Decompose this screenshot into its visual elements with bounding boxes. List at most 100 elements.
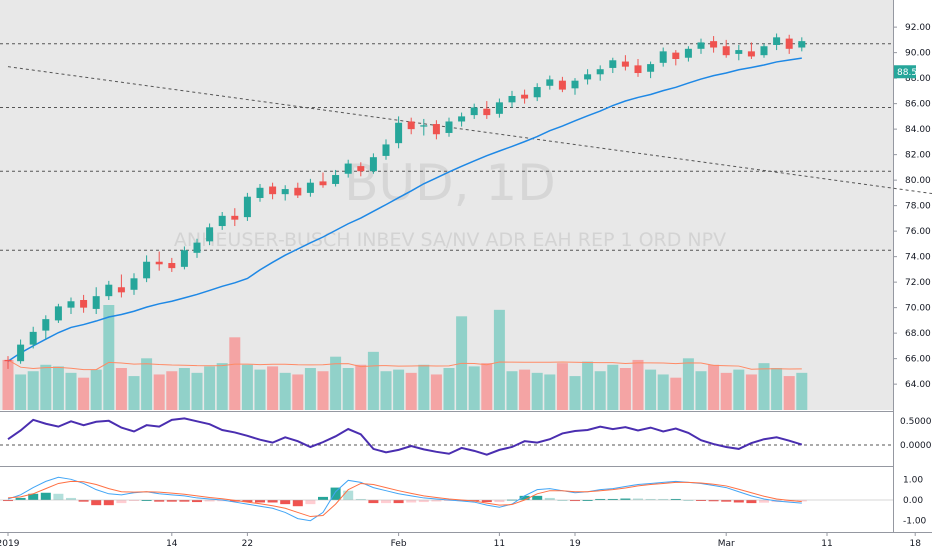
candle-body <box>584 74 592 80</box>
volume-bar <box>241 364 253 410</box>
macd-histogram-bar <box>645 498 656 500</box>
macd-tick-label: -1.00 <box>903 517 927 527</box>
macd-histogram-bar <box>3 500 13 502</box>
volume-bar <box>418 364 430 410</box>
volume-bar <box>330 356 342 410</box>
macd-histogram-bar <box>343 490 354 500</box>
time-tick-label: 18 <box>909 539 921 549</box>
candle-body <box>609 60 617 68</box>
macd-histogram-bar <box>532 495 543 500</box>
price-tick-label: 78.00 <box>905 202 931 212</box>
candle-body <box>785 38 793 49</box>
price-tick-label: 84.00 <box>905 125 931 135</box>
macd-histogram-bar <box>267 500 278 503</box>
candle-body <box>760 46 768 56</box>
volume-bar <box>670 377 682 410</box>
candle-body <box>357 166 365 172</box>
price-tick-label: 76.00 <box>905 227 931 237</box>
volume-bar <box>569 376 581 410</box>
volume-bar <box>267 366 279 410</box>
macd-histogram-bar <box>696 500 706 501</box>
volume-bar <box>254 369 266 410</box>
volume-bar <box>796 372 808 410</box>
oscillator-tick-label: 0.0000 <box>900 441 932 451</box>
price-tick-label: 86.00 <box>905 100 931 110</box>
time-tick-label: 22 <box>242 539 253 549</box>
price-tick-label: 70.00 <box>905 304 931 314</box>
macd-histogram-bar <box>444 500 454 502</box>
price-tick-label: 92.00 <box>905 23 931 33</box>
macd-tick-label: 1.00 <box>903 475 923 485</box>
volume-bar <box>733 369 745 410</box>
macd-histogram-bar <box>570 500 580 502</box>
macd-histogram-bar <box>330 487 341 500</box>
candle-body <box>206 227 214 242</box>
candle-body <box>546 79 554 86</box>
macd-histogram-bar <box>78 500 89 502</box>
price-tick-label: 88.00 <box>905 74 931 84</box>
moving-average-line <box>7 57 802 362</box>
macd-histogram-bar <box>166 500 177 502</box>
macd-histogram-bar <box>154 500 165 502</box>
volume-bar <box>443 368 455 410</box>
price-tick-label: 74.00 <box>905 253 931 263</box>
volume-bar <box>771 368 783 410</box>
last-price-badge <box>894 65 916 79</box>
volume-bar <box>103 305 115 410</box>
candle-body <box>281 189 289 195</box>
macd-histogram-bar <box>242 500 253 503</box>
macd-histogram-bar <box>481 500 492 503</box>
macd-histogram-bar <box>40 492 51 500</box>
candle-body <box>735 50 743 54</box>
oscillator-line <box>7 417 803 456</box>
macd-histogram-bar <box>355 498 366 500</box>
macd-histogram-bar <box>733 500 744 503</box>
candle-body <box>306 182 314 193</box>
macd-histogram-bar <box>557 500 568 501</box>
volume-bar <box>90 369 102 410</box>
candle-body <box>130 278 138 290</box>
macd-histogram-bar <box>544 497 555 500</box>
macd-histogram-bar <box>456 500 467 502</box>
candle-body <box>571 80 579 89</box>
time-tick-label: Mar <box>718 539 735 549</box>
macd-histogram-bar <box>607 498 618 500</box>
volume-bar <box>783 376 795 410</box>
price-tick-label: 80.00 <box>905 176 931 186</box>
volume-bar <box>342 368 354 410</box>
candle-body <box>483 108 491 116</box>
macd-histogram-bar <box>670 498 681 500</box>
volume-bar <box>380 371 392 410</box>
volume-bar <box>430 374 442 410</box>
macd-histogram-bar <box>280 500 291 505</box>
macd-histogram-bar <box>519 495 530 500</box>
macd-histogram-bar <box>368 500 379 504</box>
volume-bar <box>178 368 190 410</box>
volume-bar <box>229 337 241 410</box>
macd-histogram-bar <box>129 500 139 501</box>
candle-body <box>596 69 604 75</box>
macd-histogram-bar <box>746 500 757 504</box>
macd-histogram-bar <box>53 493 64 500</box>
candle-body <box>659 51 667 63</box>
candle-body <box>67 301 75 308</box>
macd-histogram-bar <box>141 500 152 501</box>
macd-histogram-bar <box>683 500 694 501</box>
volume-bar <box>166 371 178 410</box>
volume-bar <box>519 369 531 410</box>
macd-histogram-bar <box>318 496 328 500</box>
volume-bar <box>292 374 304 410</box>
candle-body <box>117 287 125 293</box>
price-tick-label: 82.00 <box>905 151 931 161</box>
macd-histogram-bar <box>179 500 190 502</box>
time-tick-label: 11 <box>494 539 505 549</box>
macd-histogram-bar <box>116 500 127 504</box>
volume-bar <box>115 368 127 410</box>
candle-body <box>92 296 100 309</box>
volume-bar <box>355 364 367 410</box>
candle-body <box>17 344 25 362</box>
volume-bar <box>619 368 631 410</box>
time-tick-label: 11 <box>821 539 832 549</box>
